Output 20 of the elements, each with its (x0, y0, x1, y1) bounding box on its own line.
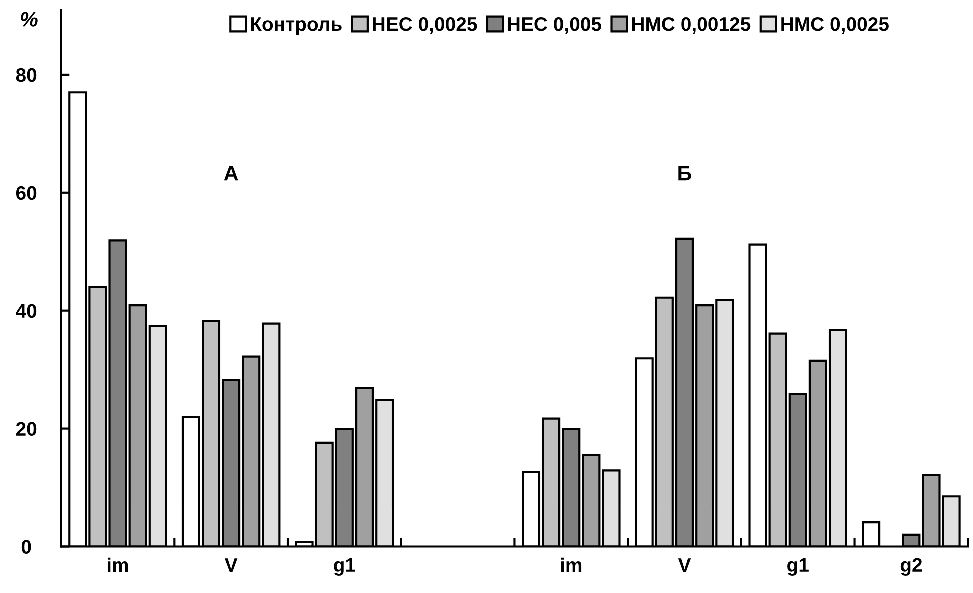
x-tick-label: g1 (788, 558, 809, 576)
x-tick-label: V (678, 558, 692, 572)
x-tick-label: im (561, 558, 582, 572)
legend-label: НМС 0,00125 (632, 17, 751, 34)
legend-label: НЕС 0,005 (508, 17, 602, 34)
annotation: А (224, 166, 238, 181)
y-tick-label: 40 (16, 304, 37, 318)
y-tick-label: 60 (16, 186, 37, 200)
x-tick-label: im (108, 558, 128, 572)
legend-label: Контроль (251, 18, 342, 36)
legend-label: НЕС 0,0025 (373, 17, 478, 34)
y-tick-label: 80 (16, 68, 37, 82)
annotation: Б (678, 166, 692, 181)
y-axis-title: % (21, 12, 38, 27)
x-tick-label: g1 (334, 558, 356, 576)
y-tick-label: 20 (16, 422, 37, 436)
y-tick-label: 0 (22, 540, 32, 554)
legend-label: НМС 0,0025 (782, 17, 889, 34)
x-tick-label: g2 (900, 558, 922, 576)
x-tick-label: V (224, 558, 238, 572)
